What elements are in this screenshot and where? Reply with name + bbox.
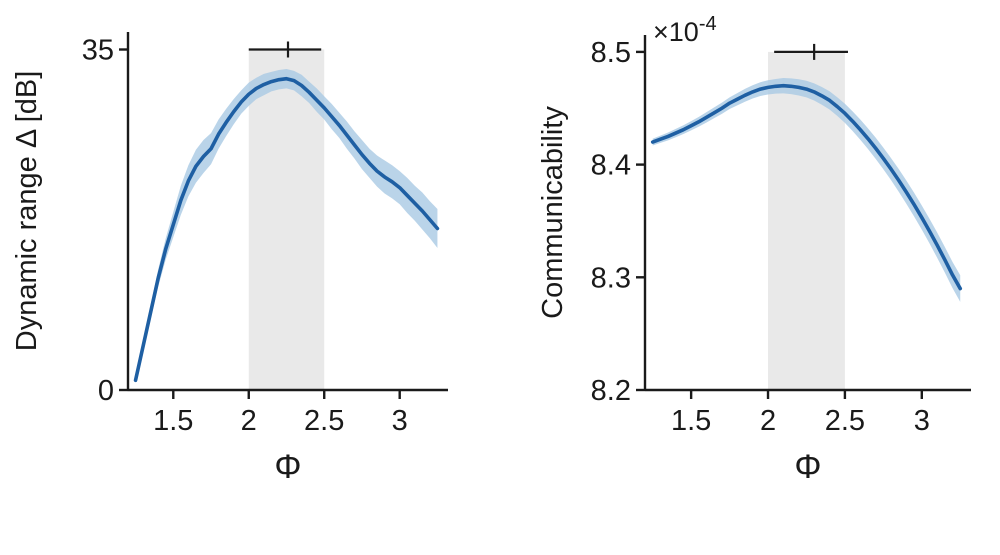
x-axis-label: Φ (274, 448, 301, 486)
x-tick-label: 2.5 (825, 405, 865, 437)
y-tick-label: 35 (82, 35, 114, 67)
dynamic-range-chart: 1.5 2 2.5 3 0 35 Φ Dynamic range Δ [dB] (11, 32, 448, 486)
x-tick-label: 2 (760, 405, 776, 437)
x-tick-label: 3 (914, 405, 930, 437)
y-tick-label: 8.2 (591, 375, 631, 407)
panel-dynamic-range: 1.5 2 2.5 3 0 35 Φ Dynamic range Δ [dB] (11, 32, 448, 486)
x-tick-label: 2.5 (304, 405, 344, 437)
y-axis-label: Communicability (537, 106, 569, 319)
optimal-region (248, 49, 325, 391)
y-axis-label: Dynamic range Δ [dB] (11, 71, 43, 352)
y-tick-label: 8.5 (591, 37, 631, 69)
x-tick-label: 2 (241, 405, 257, 437)
x-tick-label: 1.5 (153, 405, 193, 437)
y-tick-label: 0 (98, 375, 114, 407)
communicability-chart: 1.5 2 2.5 3 8.2 8.3 8.4 8.5 Φ Communicability ×10-… (537, 13, 971, 486)
confidence-band (652, 78, 961, 302)
y-tick-label: 8.4 (591, 150, 631, 182)
mean-line (650, 83, 963, 291)
x-axis-label: Φ (794, 448, 821, 486)
mean-line (133, 76, 440, 383)
panel-communicability: 1.5 2 2.5 3 8.2 8.3 8.4 8.5 Φ Communicability ×10-… (500, 0, 1000, 555)
x-tick-label: 3 (392, 405, 408, 437)
x-tick-label: 1.5 (671, 405, 711, 437)
y-tick-label: 8.3 (591, 262, 631, 294)
y-axis-multiplier: ×10-4 (653, 13, 717, 47)
